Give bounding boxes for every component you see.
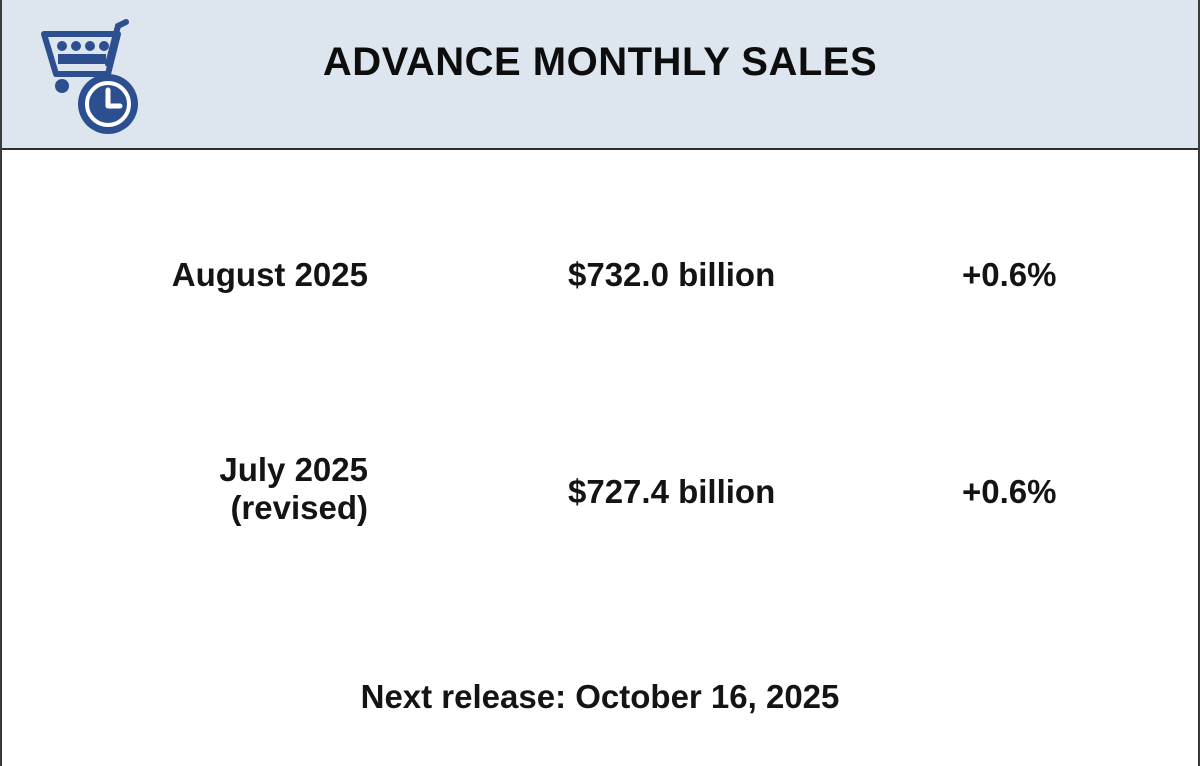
- shopping-cart-clock-icon: [41, 19, 138, 134]
- next-release-note: Next release: October 16, 2025: [360, 678, 840, 715]
- period-line: August 2025: [171, 256, 368, 293]
- page-title: ADVANCE MONTHLY SALES: [322, 40, 878, 84]
- percent-change: +0.6%: [962, 473, 1057, 510]
- header-banner: ADVANCE MONTHLY SALES: [2, 0, 1198, 150]
- period-label: August 2025: [172, 256, 368, 294]
- period-line: July 2025: [219, 451, 368, 488]
- sales-amount: $727.4 billion: [568, 473, 776, 510]
- period-label: July 2025 (revised): [219, 451, 368, 527]
- sales-amount: $732.0 billion: [568, 256, 776, 293]
- period-note: (revised): [230, 489, 368, 526]
- percent-change: +0.6%: [962, 256, 1057, 293]
